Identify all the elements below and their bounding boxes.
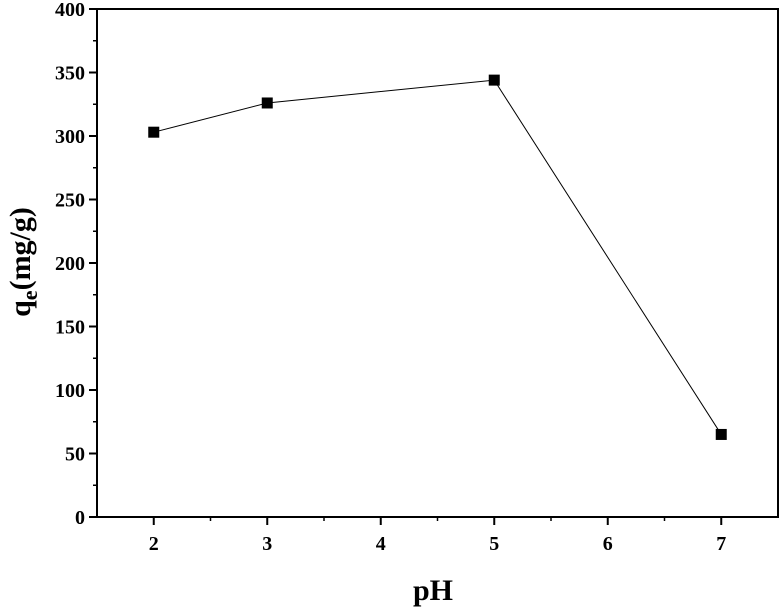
y-tick-label: 200	[55, 253, 85, 275]
x-tick-label: 7	[716, 533, 726, 555]
y-axis-title-sub: e	[17, 290, 42, 300]
y-tick-label: 250	[55, 190, 85, 212]
y-axis-title-rest: (mg/g)	[4, 207, 37, 290]
y-tick-label: 0	[75, 507, 85, 529]
y-tick-label: 100	[55, 380, 85, 402]
axes	[96, 8, 779, 518]
x-tick-label: 3	[262, 533, 272, 555]
y-tick-label: 400	[55, 0, 85, 21]
x-tick-label: 2	[149, 533, 159, 555]
plot-frame	[96, 8, 779, 518]
x-tick-label: 6	[603, 533, 613, 555]
y-axis-title: qe(mg/g)	[4, 207, 42, 317]
data-point	[488, 74, 500, 86]
series	[148, 74, 727, 440]
x-tick-label: 4	[376, 533, 386, 555]
data-point	[148, 126, 160, 138]
y-tick-label: 300	[55, 126, 85, 148]
data-point	[261, 97, 273, 109]
x-axis-title: pH	[413, 574, 453, 607]
data-point	[715, 428, 727, 440]
y-axis-title-main: q	[4, 300, 37, 317]
ticks: 0 50 100 150 200 250 300 350 400 2 3 4 5 6 7	[55, 0, 726, 555]
y-tick-label: 350	[55, 63, 85, 85]
y-tick-label: 50	[65, 444, 85, 466]
series-line	[153, 79, 722, 435]
x-tick-label: 5	[489, 533, 499, 555]
y-tick-label: 150	[55, 317, 85, 339]
